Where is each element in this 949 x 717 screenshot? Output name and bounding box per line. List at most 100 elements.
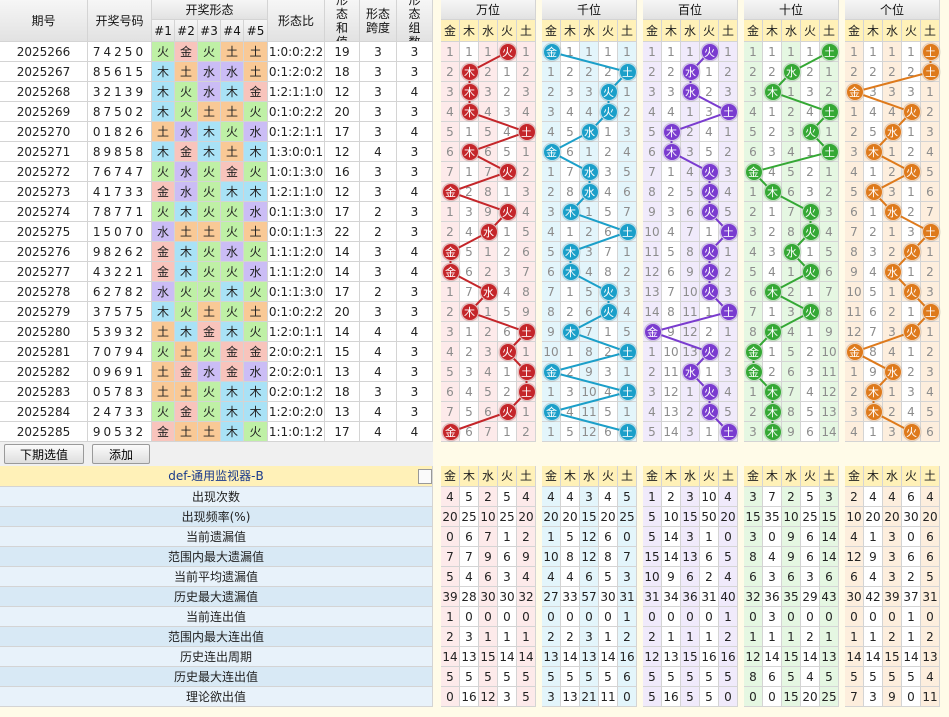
omission-cell: 2 (681, 122, 700, 142)
form-ratio: 0:2:0:1:2 (268, 382, 325, 402)
hit-ball: 木 (460, 103, 479, 121)
element-header: 土 (921, 466, 940, 487)
stat-value: 5 (902, 667, 921, 687)
stat-value: 6 (744, 567, 763, 587)
stat-value: 13 (820, 647, 839, 667)
form-sum: 17 (325, 282, 360, 302)
form-groups: 3 (397, 142, 433, 162)
button[interactable]: 添加 (92, 444, 150, 464)
omission-cell: 3 (479, 82, 498, 102)
stat-value: 29 (801, 587, 820, 607)
stat-value: 13 (681, 547, 700, 567)
hit-ball: 金 (542, 143, 561, 161)
hit-ball: 土 (618, 223, 637, 241)
stat-value: 31 (643, 587, 662, 607)
omission-cell: 2 (441, 302, 460, 322)
form-cell: 金 (175, 142, 198, 162)
hit-ball: 木 (763, 323, 782, 341)
form-cell: 火 (221, 262, 244, 282)
omission-cell: 10 (681, 282, 700, 302)
stat-value: 0 (763, 687, 782, 707)
omission-cell: 2 (561, 62, 580, 82)
stat-value: 8 (744, 667, 763, 687)
stat-value: 25 (498, 507, 517, 527)
omission-cell: 1 (441, 282, 460, 302)
form-span: 3 (360, 382, 397, 402)
omission-cell: 5 (561, 422, 580, 442)
omission-cell: 1 (763, 342, 782, 362)
form-span: 4 (360, 142, 397, 162)
omission-cell: 2 (460, 342, 479, 362)
column-header: 开奖形态 (152, 0, 268, 20)
omission-cell: 2 (561, 362, 580, 382)
element-header: 水 (782, 20, 801, 42)
stat-value: 5 (643, 667, 662, 687)
form-sum: 18 (325, 382, 360, 402)
omission-cell: 3 (763, 142, 782, 162)
omission-cell: 5 (479, 122, 498, 142)
position-header: 十位 (744, 0, 839, 20)
stat-value: 5 (561, 667, 580, 687)
hit-ball: 土 (719, 103, 738, 121)
hit-ball: 金 (845, 343, 864, 361)
stat-value: 5 (820, 667, 839, 687)
draw-numbers: 37575 (88, 302, 152, 322)
form-groups: 3 (397, 342, 433, 362)
omission-cell: 5 (460, 242, 479, 262)
form-cell: 火 (221, 302, 244, 322)
omission-cell: 3 (763, 242, 782, 262)
stat-value: 5 (479, 667, 498, 687)
form-cell: 火 (244, 322, 268, 342)
stat-value: 7 (479, 527, 498, 547)
stat-value: 33 (561, 587, 580, 607)
stat-value: 9 (479, 547, 498, 567)
form-slot-header: #5 (244, 20, 268, 42)
stat-value: 15 (681, 647, 700, 667)
omission-cell: 2 (662, 182, 681, 202)
stat-value: 32 (744, 587, 763, 607)
stat-value: 0 (681, 607, 700, 627)
omission-cell: 2 (921, 102, 940, 122)
omission-cell: 11 (845, 302, 864, 322)
omission-cell: 6 (845, 202, 864, 222)
omission-cell: 3 (744, 222, 763, 242)
hit-ball: 金 (542, 43, 561, 61)
omission-cell: 4 (542, 222, 561, 242)
issue: 2025282 (0, 362, 88, 382)
stat-value: 2 (561, 627, 580, 647)
stat-value: 3 (681, 487, 700, 507)
stat-value: 25 (460, 507, 479, 527)
stat-value: 5 (681, 687, 700, 707)
form-slot-header: #2 (175, 20, 198, 42)
form-cell: 土 (152, 322, 175, 342)
omission-cell: 4 (643, 402, 662, 422)
form-cell: 土 (152, 382, 175, 402)
stat-value: 12 (845, 547, 864, 567)
stat-value: 0 (542, 607, 561, 627)
form-cell: 木 (152, 82, 175, 102)
stat-value: 50 (700, 507, 719, 527)
omission-cell: 1 (763, 102, 782, 122)
omission-cell: 5 (580, 282, 599, 302)
form-cell: 木 (221, 422, 244, 442)
hit-ball: 火 (498, 343, 517, 361)
omission-cell: 1 (517, 42, 536, 62)
stat-value: 30 (498, 587, 517, 607)
omission-cell: 5 (561, 122, 580, 142)
stat-value: 10 (662, 507, 681, 527)
stat-value: 0 (643, 607, 662, 627)
omission-cell: 2 (618, 102, 637, 122)
stat-value: 5 (599, 567, 618, 587)
omission-cell: 3 (719, 362, 738, 382)
button[interactable]: 下期选值 (4, 444, 84, 464)
stat-value: 34 (662, 587, 681, 607)
stat-value: 0 (498, 607, 517, 627)
form-span: 3 (360, 82, 397, 102)
form-cell: 火 (221, 222, 244, 242)
hit-ball: 金 (744, 163, 763, 181)
form-sum: 17 (325, 202, 360, 222)
omission-cell: 4 (801, 382, 820, 402)
form-ratio: 1:2:0:1:1 (268, 322, 325, 342)
form-cell: 金 (175, 402, 198, 422)
omission-cell: 3 (561, 82, 580, 102)
